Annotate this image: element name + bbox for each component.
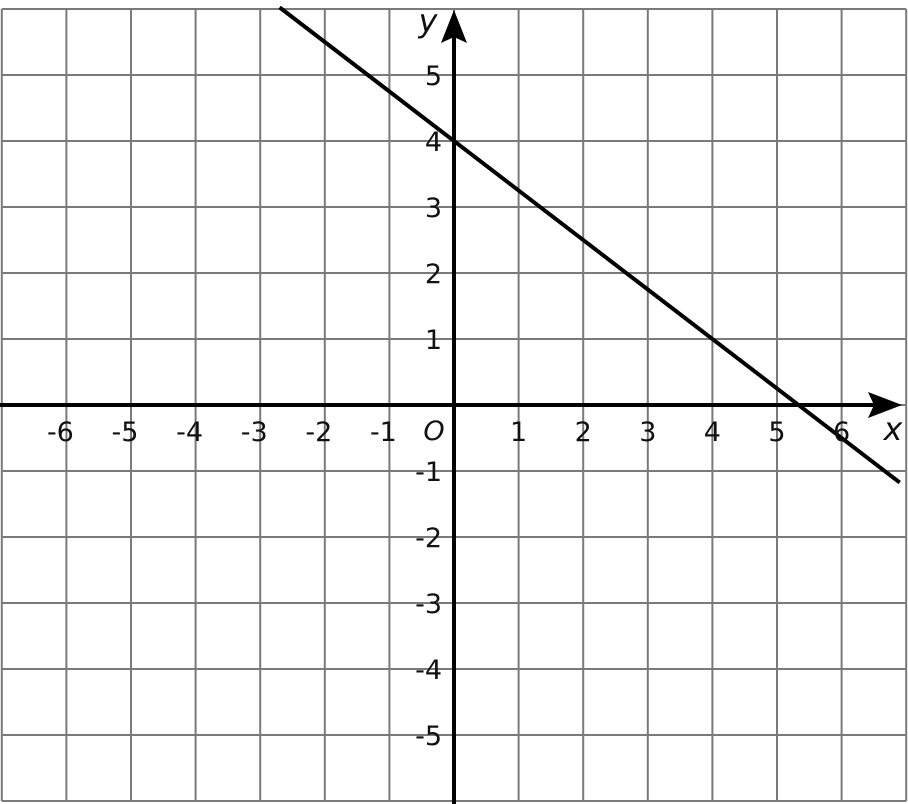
series — [278, 5, 901, 485]
y-axis-arrow — [441, 10, 467, 43]
series-line — [278, 5, 901, 485]
x-tick-label: -4 — [176, 417, 203, 448]
origin-label: O — [423, 416, 444, 447]
axes — [0, 10, 902, 804]
x-tick-label: -1 — [370, 417, 397, 448]
y-tick-label: 4 — [425, 127, 442, 158]
y-axis-label: y — [418, 2, 439, 40]
x-tick-label: -5 — [112, 417, 139, 448]
x-tick-label: -6 — [47, 417, 74, 448]
y-tick-label: -5 — [415, 721, 442, 752]
y-tick-label: 3 — [425, 193, 442, 224]
x-axis-arrow — [868, 392, 902, 418]
x-tick-label: -3 — [241, 417, 268, 448]
x-tick-label: 4 — [704, 417, 721, 448]
x-tick-label: 2 — [575, 417, 592, 448]
x-tick-label: -2 — [305, 417, 332, 448]
x-tick-label: 3 — [639, 417, 656, 448]
y-tick-label: 1 — [425, 325, 442, 356]
y-tick-label: 5 — [425, 61, 442, 92]
y-tick-label: 2 — [425, 259, 442, 290]
y-tick-label: -3 — [415, 589, 442, 620]
y-tick-label: -4 — [415, 655, 442, 686]
x-tick-label: 1 — [510, 417, 527, 448]
x-tick-label: 5 — [768, 417, 785, 448]
y-tick-label: -1 — [415, 457, 442, 488]
tick-labels: -6 -5 -4 -3 -2 -1 1 2 3 4 5 6 5 4 3 2 1 -1 -2 -3 -4 -5 O x y — [47, 2, 904, 752]
x-axis-label: x — [883, 410, 904, 448]
x-tick-label: 6 — [833, 417, 850, 448]
y-tick-label: -2 — [415, 523, 442, 554]
